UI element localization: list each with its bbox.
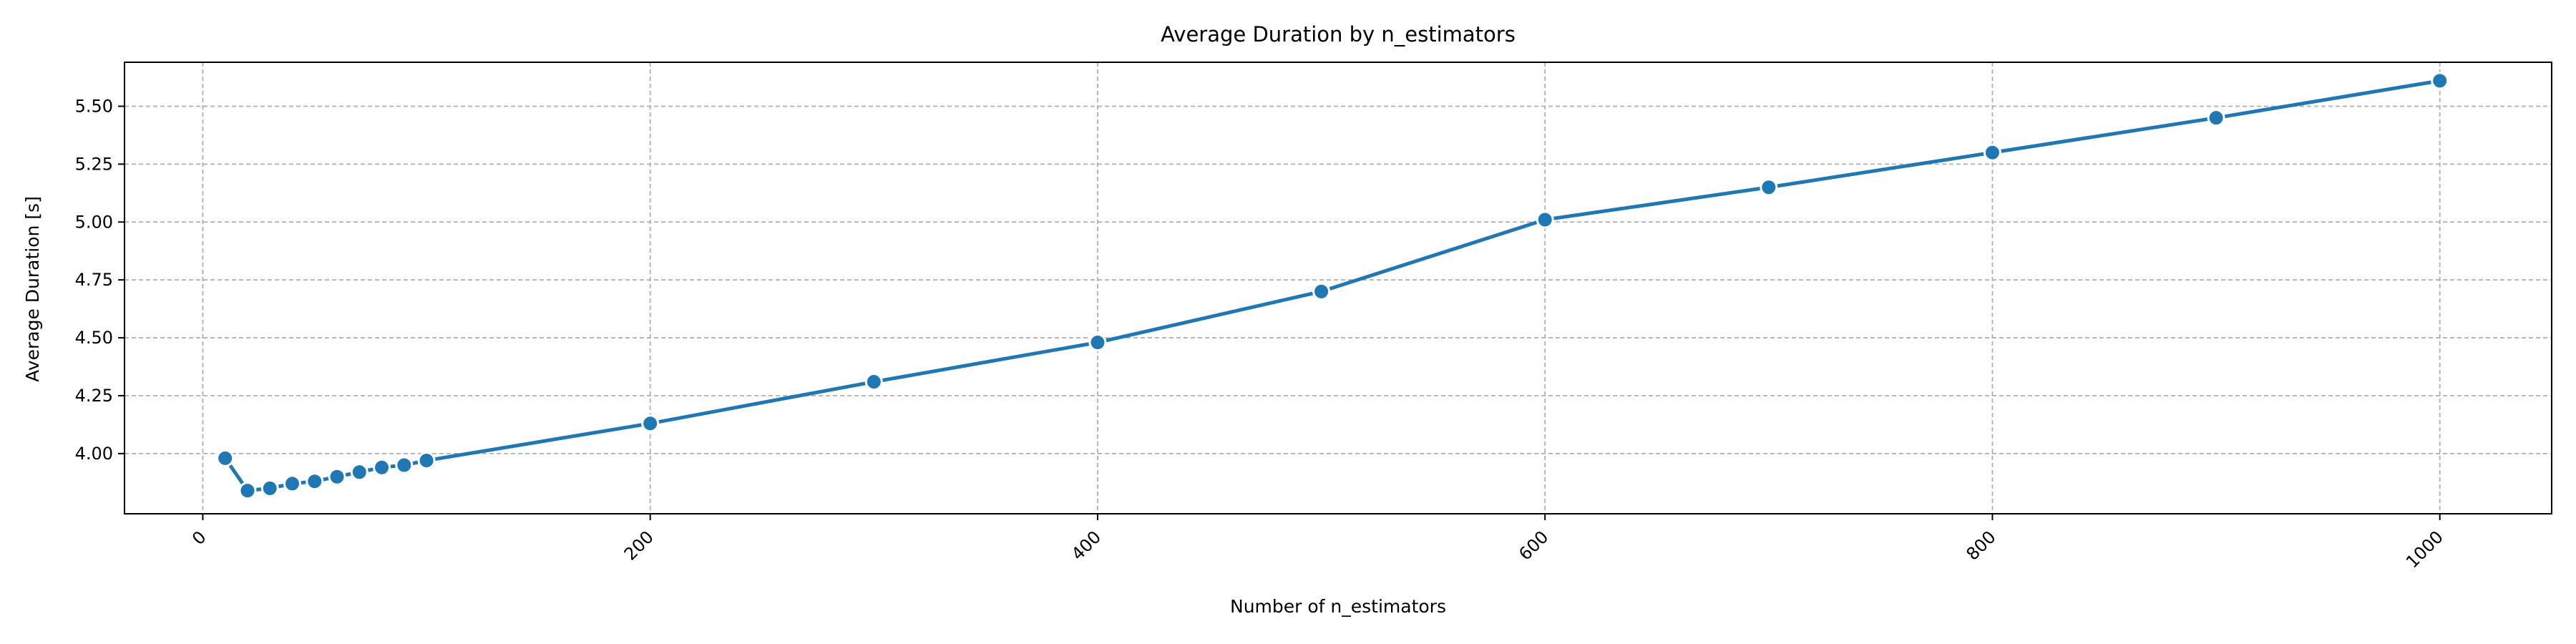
grid-lines xyxy=(125,62,2552,514)
series-layer xyxy=(216,72,2449,500)
data-point xyxy=(417,452,436,470)
data-point xyxy=(1536,210,1554,229)
data-point xyxy=(350,463,369,482)
data-point xyxy=(641,414,660,433)
data-point xyxy=(373,458,391,477)
y-axis-label: Average Duration [s] xyxy=(22,196,43,382)
plot-frame xyxy=(124,62,2552,514)
x-axis-label: Number of n_estimators xyxy=(1230,596,1446,617)
y-tick-label: 4.50 xyxy=(75,328,113,348)
data-point xyxy=(216,449,235,467)
y-tick-label: 4.75 xyxy=(75,270,113,290)
y-tick-label: 4.25 xyxy=(75,386,113,406)
y-tick-label: 4.00 xyxy=(75,444,113,464)
chart-title: Average Duration by n_estimators xyxy=(1161,22,1516,47)
data-point xyxy=(2207,109,2225,127)
data-point xyxy=(1760,178,1778,197)
data-point xyxy=(328,467,346,486)
y-tick-label: 5.25 xyxy=(75,154,113,174)
y-tick-label: 5.50 xyxy=(75,96,113,116)
data-point xyxy=(1983,143,2001,162)
data-point xyxy=(864,373,883,391)
y-axis-ticks: 4.00 4.25 4.50 4.75 5.00 5.25 5.50 xyxy=(75,96,125,464)
data-point xyxy=(283,474,301,493)
y-tick-label: 5.00 xyxy=(75,212,113,232)
data-point xyxy=(1088,333,1107,352)
data-point xyxy=(395,456,414,474)
data-point xyxy=(2431,72,2449,90)
data-point xyxy=(1312,282,1331,301)
axes-frame xyxy=(124,62,2552,514)
data-point xyxy=(260,479,279,497)
data-point xyxy=(306,472,324,491)
data-point xyxy=(238,482,257,500)
